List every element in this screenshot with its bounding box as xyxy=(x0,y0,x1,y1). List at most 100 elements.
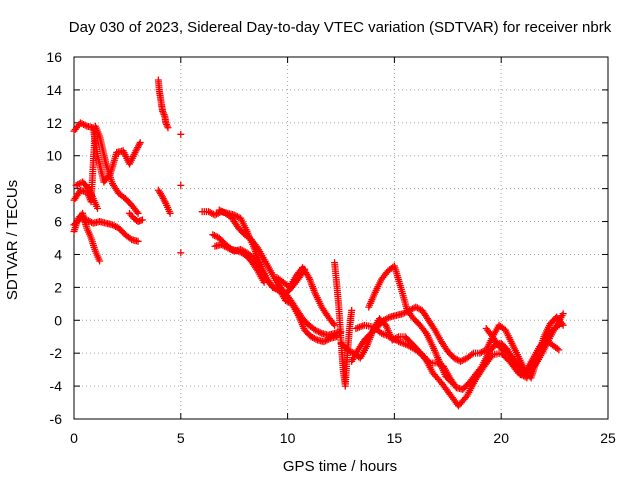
data-point xyxy=(78,120,86,128)
data-point xyxy=(110,222,118,230)
data-point xyxy=(177,181,185,189)
data-point xyxy=(313,327,321,335)
data-point xyxy=(447,377,455,385)
data-point xyxy=(458,357,466,365)
data-point xyxy=(160,111,168,119)
series-track-22 xyxy=(482,310,567,379)
x-tick-label: 25 xyxy=(600,430,616,446)
data-point xyxy=(163,122,171,130)
data-point xyxy=(450,354,458,362)
data-point xyxy=(218,208,226,216)
data-point xyxy=(477,348,485,356)
data-point xyxy=(86,218,94,226)
x-tick-label: 0 xyxy=(70,430,78,446)
x-tick-label: 10 xyxy=(280,430,296,446)
data-point xyxy=(134,209,142,217)
y-tick-label: 10 xyxy=(46,148,62,164)
data-point xyxy=(315,328,323,336)
series-track-9 xyxy=(177,130,185,138)
data-point xyxy=(112,222,120,230)
series-track-5 xyxy=(72,178,101,212)
series-track-21 xyxy=(365,262,456,387)
data-point xyxy=(138,216,146,224)
data-point xyxy=(348,306,356,314)
series-track-4 xyxy=(70,209,104,265)
data-point xyxy=(238,249,246,257)
data-point xyxy=(269,283,277,291)
data-point xyxy=(413,304,421,312)
y-tick-label: 8 xyxy=(54,181,62,197)
data-point xyxy=(211,211,219,219)
data-point xyxy=(206,208,214,216)
series-track-8 xyxy=(154,186,174,217)
data-point xyxy=(126,234,134,242)
data-point xyxy=(309,334,317,342)
data-point xyxy=(226,244,234,252)
series-track-14 xyxy=(215,206,345,339)
data-point xyxy=(270,284,278,292)
series-track-7 xyxy=(154,76,172,132)
data-point xyxy=(320,338,328,346)
data-point xyxy=(532,359,540,367)
data-point xyxy=(164,124,172,132)
plot-area-frame xyxy=(73,56,609,420)
data-point xyxy=(316,329,324,337)
data-point xyxy=(415,305,423,313)
x-tick-label: 15 xyxy=(387,430,403,446)
data-point xyxy=(177,130,185,138)
data-point xyxy=(81,121,89,129)
data-point xyxy=(163,120,171,128)
y-tick-label: 12 xyxy=(46,115,62,131)
data-point xyxy=(343,346,351,354)
data-point xyxy=(212,232,220,240)
data-point xyxy=(253,265,261,273)
series-track-16 xyxy=(273,264,339,329)
data-point xyxy=(72,181,80,189)
data-point xyxy=(448,379,456,387)
data-point xyxy=(307,333,315,341)
data-point xyxy=(234,247,242,255)
data-point xyxy=(345,347,353,355)
data-point xyxy=(162,119,170,127)
x-axis-label: GPS time / hours xyxy=(283,458,397,475)
data-point xyxy=(232,212,240,220)
data-point xyxy=(136,139,144,147)
data-point xyxy=(177,249,185,257)
series-track-10 xyxy=(177,181,185,189)
data-point xyxy=(559,310,567,318)
y-tick-label: -4 xyxy=(50,378,63,394)
x-tick-label: 5 xyxy=(177,430,185,446)
y-tick-label: 2 xyxy=(54,279,62,295)
data-point xyxy=(322,337,330,345)
chart-title: Day 030 of 2023, Sidereal Day-to-day VTE… xyxy=(69,19,612,36)
data-point xyxy=(93,204,101,212)
series-track-11 xyxy=(177,249,185,257)
series-track-12 xyxy=(198,208,341,346)
data-point xyxy=(133,208,141,216)
y-axis-label: SDTVAR / TECUs xyxy=(4,180,21,300)
data-point xyxy=(96,257,104,265)
data-point xyxy=(553,345,561,353)
series-track-6 xyxy=(126,209,146,226)
series-track-17 xyxy=(331,259,356,390)
axis-ticks: 0 5 10 15 20 25 -6 -4 -2 0 2 4 6 8 10 12 14 16 xyxy=(46,49,616,446)
data-point xyxy=(236,248,244,256)
data-point xyxy=(159,109,167,117)
data-point xyxy=(347,348,355,356)
y-tick-label: 4 xyxy=(54,246,62,262)
y-tick-label: 0 xyxy=(54,312,62,328)
series-track-15 xyxy=(209,231,268,286)
data-marks xyxy=(70,76,567,410)
data-point xyxy=(80,120,88,128)
data-point xyxy=(380,316,388,324)
data-point xyxy=(135,140,143,148)
data-point xyxy=(460,356,468,364)
data-point xyxy=(108,221,116,229)
data-point xyxy=(409,305,417,313)
data-point xyxy=(310,334,318,342)
y-tick-label: 14 xyxy=(46,82,62,98)
data-point xyxy=(213,210,221,218)
data-point xyxy=(452,355,460,363)
data-point xyxy=(399,310,407,318)
